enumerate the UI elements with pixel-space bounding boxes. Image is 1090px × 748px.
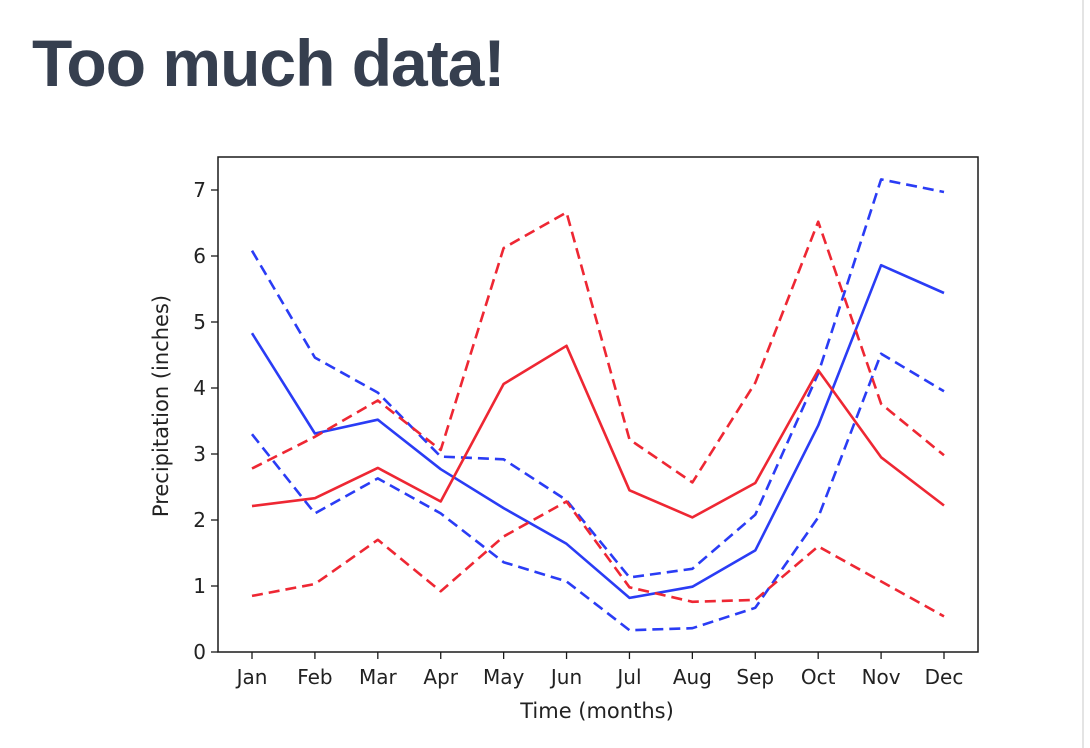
- y-tick-label: 2: [193, 508, 206, 532]
- y-tick-label: 3: [193, 442, 206, 466]
- y-tick-label: 5: [193, 310, 206, 334]
- y-tick-label: 1: [193, 574, 206, 598]
- x-axis-ticks: Jan Feb Mar Apr May Jun Jul Aug Sep Oct Nov Dec: [235, 652, 964, 689]
- x-tick-label: Mar: [359, 665, 398, 689]
- series-line-4: [251, 344, 945, 519]
- x-tick-label: Jun: [549, 665, 582, 689]
- x-tick-label: Nov: [862, 665, 901, 689]
- y-tick-label: 6: [193, 244, 206, 268]
- x-tick-label: Jul: [615, 665, 641, 689]
- x-tick-label: Jan: [235, 665, 268, 689]
- y-axis-ticks: 0 1 2 3 4 5 6 7: [193, 178, 218, 664]
- x-tick-label: Dec: [925, 665, 964, 689]
- series-line-3: [250, 352, 945, 632]
- x-tick-label: Sep: [736, 665, 774, 689]
- page-title: Too much data!: [32, 26, 505, 100]
- series-line-5: [251, 211, 945, 484]
- y-axis-label: Precipitation (inches): [149, 295, 173, 517]
- x-tick-label: Oct: [801, 665, 836, 689]
- x-axis-label: Time (months): [519, 699, 674, 723]
- x-tick-label: May: [483, 665, 525, 689]
- x-tick-label: Feb: [297, 665, 332, 689]
- series-line-1: [250, 263, 945, 600]
- x-tick-label: Aug: [673, 665, 712, 689]
- plot-frame: [217, 156, 979, 653]
- y-tick-label: 0: [193, 640, 206, 664]
- x-tick-label: Apr: [423, 665, 458, 689]
- series-line-6: [251, 500, 945, 618]
- series-layer: [250, 178, 945, 632]
- y-tick-label: 7: [193, 178, 206, 202]
- y-tick-label: 4: [193, 376, 206, 400]
- series-line-2: [250, 178, 945, 579]
- page-border: [1082, 0, 1084, 748]
